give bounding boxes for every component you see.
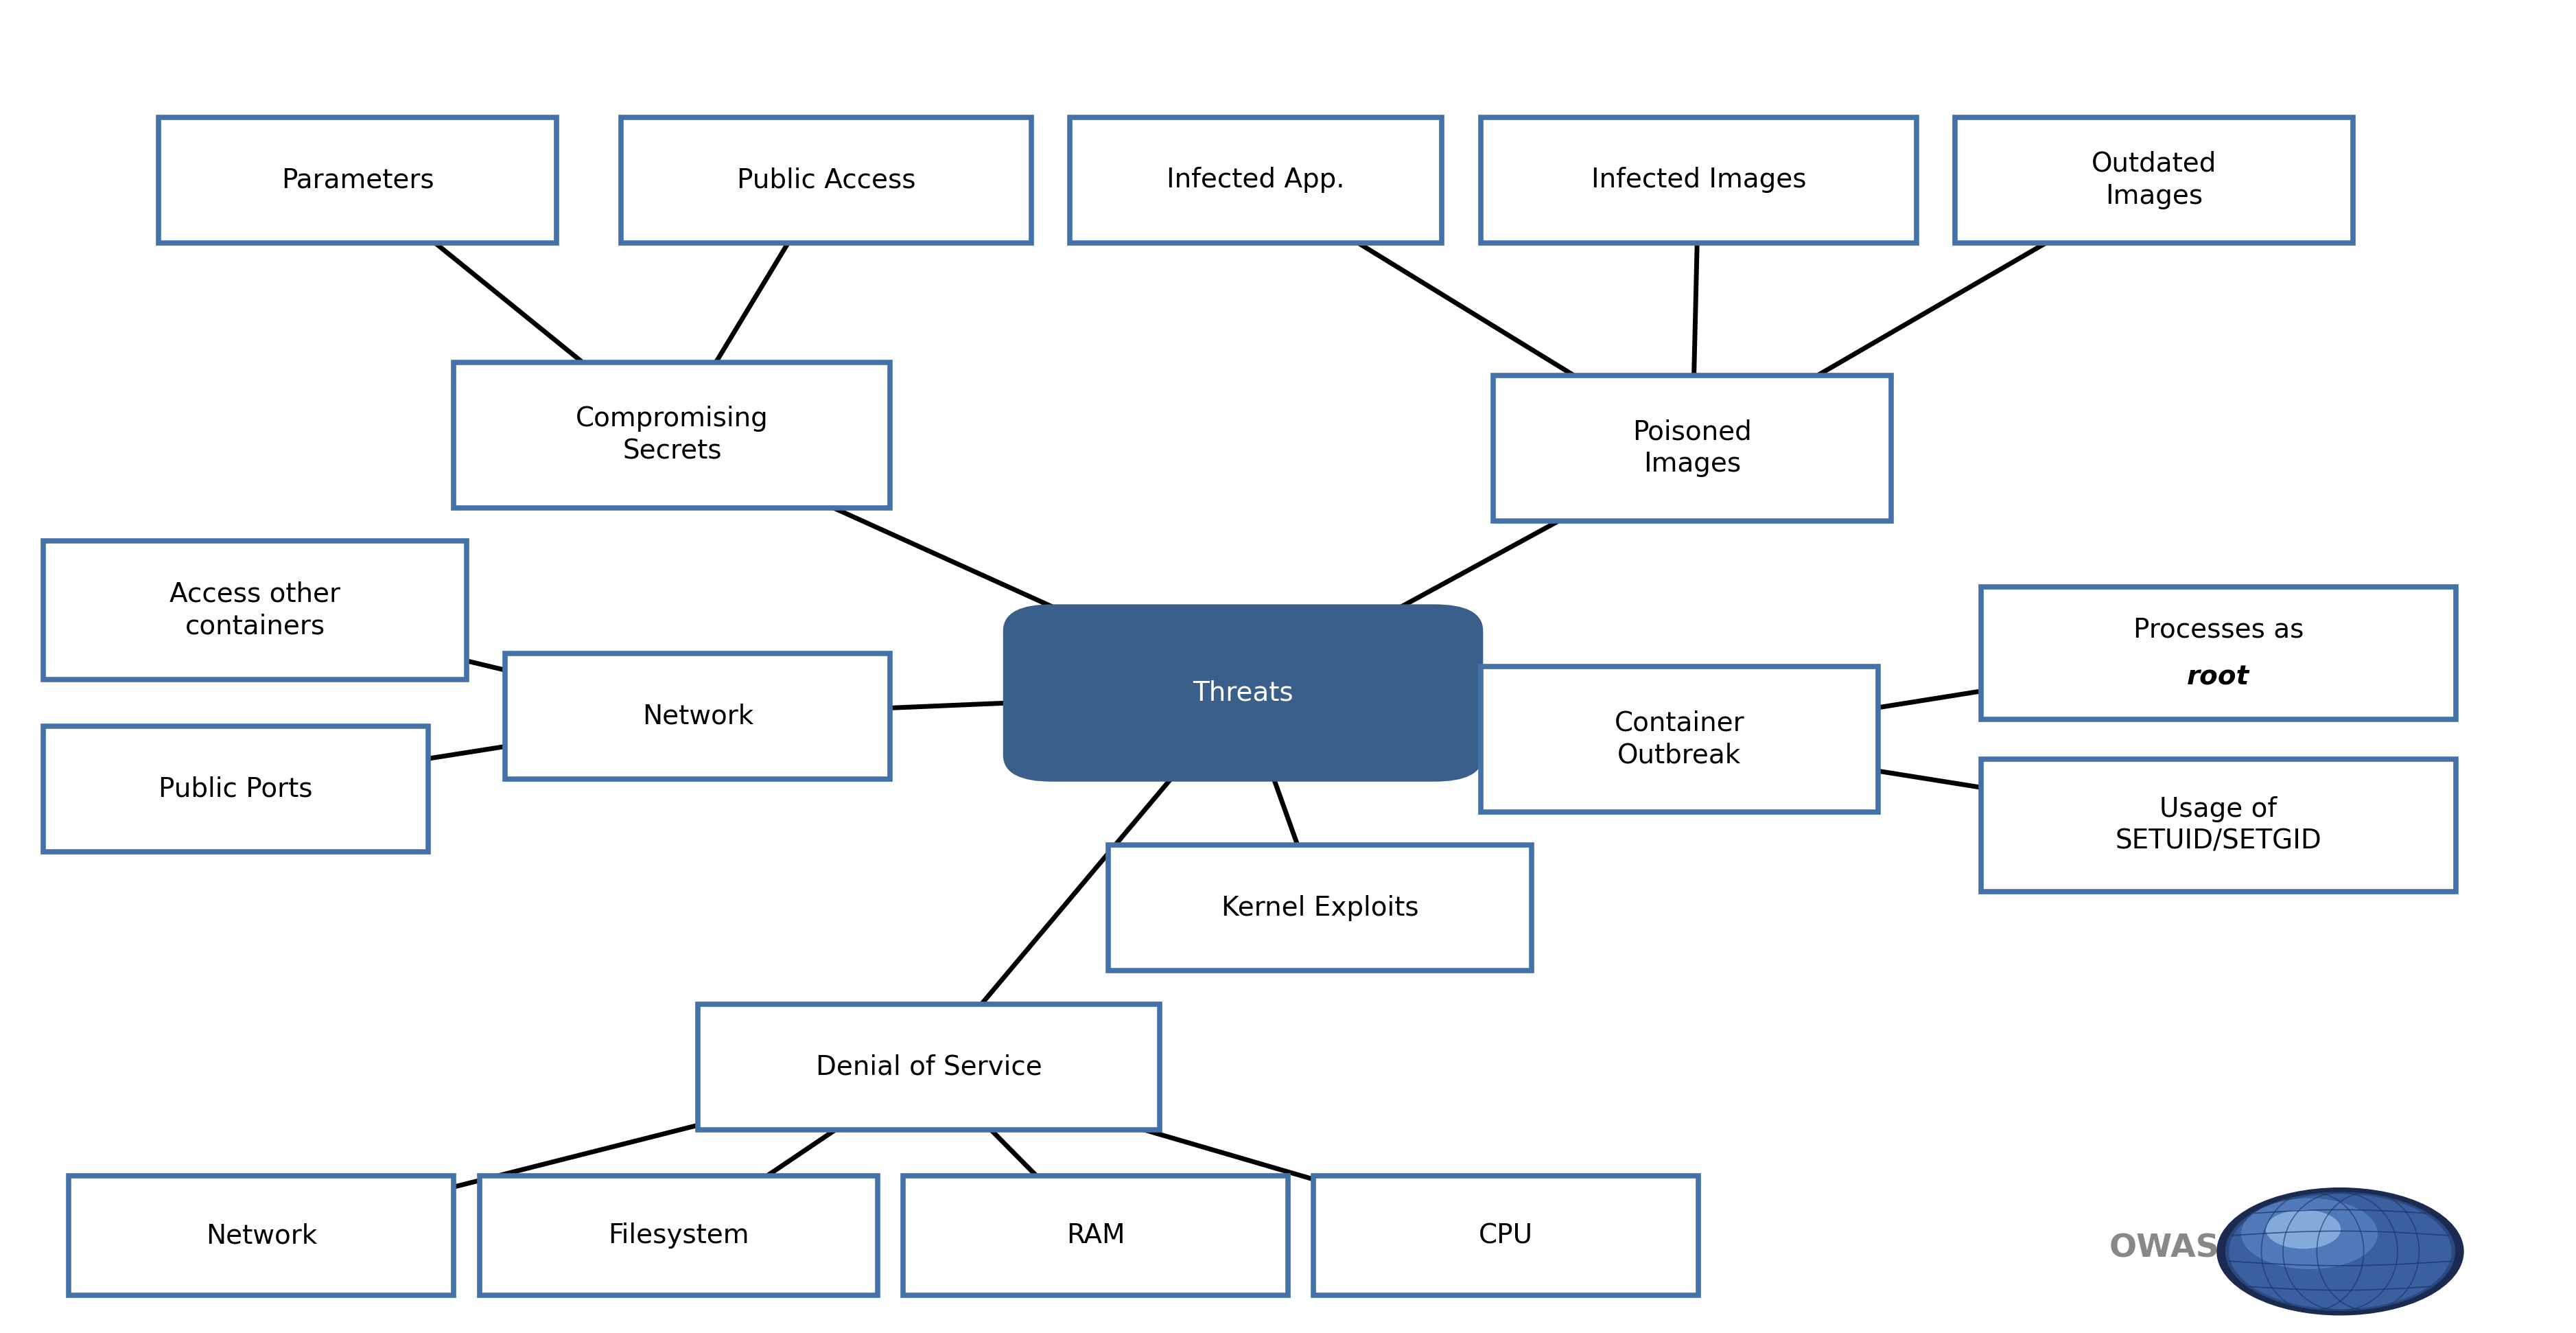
- Text: Parameters: Parameters: [281, 167, 433, 193]
- Text: Public Ports: Public Ports: [160, 776, 312, 802]
- Text: root: root: [2187, 664, 2249, 690]
- Text: Public Access: Public Access: [737, 167, 914, 193]
- Text: Network: Network: [641, 702, 752, 729]
- Text: Denial of Service: Denial of Service: [817, 1054, 1041, 1080]
- FancyBboxPatch shape: [505, 653, 891, 778]
- FancyBboxPatch shape: [160, 117, 556, 243]
- FancyBboxPatch shape: [1314, 1176, 1698, 1296]
- FancyBboxPatch shape: [1981, 587, 2455, 720]
- FancyBboxPatch shape: [453, 363, 891, 508]
- Circle shape: [2228, 1194, 2452, 1309]
- FancyBboxPatch shape: [1481, 117, 1917, 243]
- Text: Container
Outbreak: Container Outbreak: [1615, 710, 1744, 768]
- Text: Access other
containers: Access other containers: [170, 581, 340, 640]
- FancyBboxPatch shape: [698, 1004, 1159, 1129]
- FancyBboxPatch shape: [621, 117, 1030, 243]
- Text: Threats: Threats: [1193, 680, 1293, 706]
- Text: Infected App.: Infected App.: [1167, 167, 1345, 193]
- Text: Infected Images: Infected Images: [1592, 167, 1806, 193]
- FancyBboxPatch shape: [1108, 845, 1533, 970]
- Circle shape: [2226, 1193, 2455, 1310]
- FancyBboxPatch shape: [904, 1176, 1288, 1296]
- FancyBboxPatch shape: [44, 541, 466, 680]
- Text: Poisoned
Images: Poisoned Images: [1633, 419, 1752, 477]
- Circle shape: [2218, 1188, 2463, 1314]
- FancyBboxPatch shape: [1481, 666, 1878, 812]
- FancyBboxPatch shape: [479, 1176, 878, 1296]
- Text: RAM: RAM: [1066, 1222, 1126, 1249]
- Circle shape: [2267, 1210, 2339, 1248]
- FancyBboxPatch shape: [44, 726, 428, 852]
- Text: Filesystem: Filesystem: [608, 1222, 750, 1249]
- Text: Outdated
Images: Outdated Images: [2092, 151, 2218, 209]
- Text: Compromising
Secrets: Compromising Secrets: [574, 405, 768, 464]
- Circle shape: [2241, 1198, 2378, 1269]
- FancyBboxPatch shape: [1981, 758, 2455, 892]
- FancyBboxPatch shape: [1069, 117, 1443, 243]
- Text: OWASP: OWASP: [2110, 1233, 2244, 1264]
- Text: Network: Network: [206, 1222, 317, 1249]
- Text: CPU: CPU: [1479, 1222, 1533, 1249]
- FancyBboxPatch shape: [1955, 117, 2352, 243]
- Text: Usage of
SETUID/SETGID: Usage of SETUID/SETGID: [2115, 796, 2321, 854]
- FancyBboxPatch shape: [1005, 607, 1481, 778]
- Text: Processes as: Processes as: [2133, 616, 2303, 643]
- FancyBboxPatch shape: [1494, 376, 1891, 521]
- Text: Kernel Exploits: Kernel Exploits: [1221, 894, 1419, 921]
- FancyBboxPatch shape: [70, 1176, 453, 1296]
